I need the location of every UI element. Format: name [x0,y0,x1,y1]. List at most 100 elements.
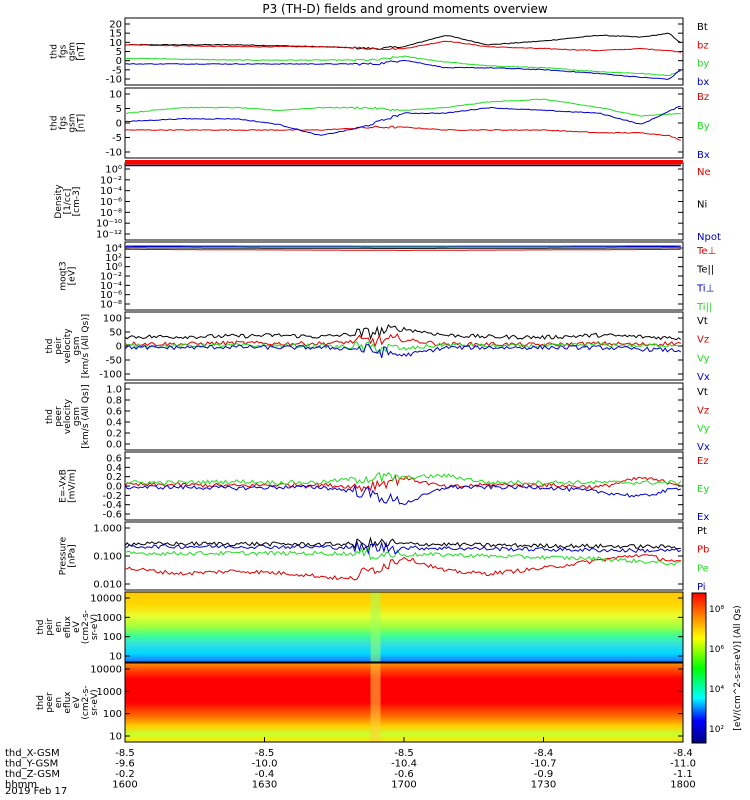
panel-frame [124,521,684,591]
series-line-Bx [124,105,681,136]
orbit-row-label: hhmm [5,780,37,791]
legend-entry: Npot [697,232,721,243]
y-tick-label: 0.4 [106,418,122,429]
series-line-Ez [124,473,681,493]
y-tick-label: 0 [116,342,122,353]
legend-entry: by [697,59,709,70]
y-axis-label: fgs [59,116,69,130]
y-tick-label: 10 [109,732,122,743]
legend-entry: Bz [697,92,709,103]
legend-entry: Ex [697,512,709,523]
y-axis-label: [eV] [68,267,78,286]
legend-entry: Bt [697,22,708,33]
y-tick-label: 0.8 [106,396,122,407]
y-tick-label: 10⁰ [105,262,122,273]
y-tick-label: 0.2 [106,472,122,483]
y-tick-label: 10⁻² [100,272,122,283]
quality-flag-bar [125,160,683,164]
series-line-Ti|| [124,244,681,247]
orbit-value: -8.5 [394,748,414,759]
legend-entry: Vx [697,372,710,383]
y-axis-label: moqt3 [59,261,69,290]
legend-entry: Vz [697,335,709,346]
y-tick-label: 1000 [97,687,122,698]
series-line-by [124,55,681,77]
orbit-value: -0.9 [534,769,554,780]
y-axis-label: velocity [63,328,73,364]
y-axis-label: [1/cc] [63,189,73,215]
y-axis-label: (cm2-s- [81,610,91,644]
series-line-By [124,98,681,117]
y-tick-label: 0.4 [106,463,122,474]
y-tick-label: 0.0 [106,440,122,451]
y-axis-label: (cm2-s- [81,685,91,719]
colorbar-gradient [691,592,707,744]
y-axis-label: [cm-3] [72,187,82,217]
series-line-Te⊥ [125,248,681,251]
series-line-Pi [125,540,682,556]
y-axis-label: gsm [68,42,78,61]
y-axis-label: peir [54,337,64,355]
y-tick-label: 100 [103,709,122,720]
series-line-Bt [124,32,682,51]
orbit-value: 1800 [670,780,695,791]
orbit-value: -8.4 [673,748,693,759]
colorbar-tick-1: 10⁸ [709,605,724,615]
spectrogram [125,663,683,742]
legend-entry: bx [697,77,709,88]
y-tick-label: -5 [112,65,122,76]
y-tick-label: 10⁻¹² [96,230,122,241]
y-tick-label: 5 [116,47,122,58]
series-line-Vz [124,333,681,348]
panel-frame [124,382,684,451]
y-axis-label: sr-eV) [90,614,100,640]
orbit-value: -10.7 [531,759,557,770]
legend-entry: Pi [697,582,706,593]
y-tick-label: 10⁻⁸ [100,208,122,219]
orbit-value: 1700 [391,780,416,791]
orbit-value: -10.0 [252,759,278,770]
panel-7: 0.60.40.20.0-0.2-0.4-0.6 E=-VxB [mV/m] Ez Ey… [59,451,709,523]
y-axis-label: en [54,697,64,708]
legend-entry: Ti|| [696,302,712,313]
y-tick-label: 0.010 [93,580,122,591]
y-tick-label: 1.0 [106,385,122,396]
panel-5: 100 50 0 -50 -100 thd peir velocity gsm [km/s (Al… [45,311,710,383]
y-tick-label: 10⁻⁶ [100,290,122,301]
series-line-Bz [124,125,681,141]
y-axis-label: thd [36,620,46,635]
series-line-Vy [125,341,681,354]
y-axis-label: en [54,621,64,632]
y-axis-label: E=-VxB [59,469,69,503]
panel-frame [124,162,684,241]
y-axis-label: [nT] [77,114,87,132]
y-axis-label: [nPa] [68,544,78,567]
orbit-value: -0.2 [115,769,135,780]
y-axis-label: thd [45,409,55,424]
orbit-value: -0.6 [394,769,414,780]
y-tick-label: -10 [106,148,122,159]
y-tick-label: 10000 [90,665,122,676]
y-tick-label: -0.2 [102,491,122,502]
orbit-value: 1600 [112,780,137,791]
panel-frame [124,241,684,311]
spectrogram [125,592,683,662]
y-tick-label: 0.2 [106,429,122,440]
y-tick-label: 10⁻⁴ [100,281,122,292]
y-tick-label: 0 [116,56,122,67]
y-tick-label: 10² [105,253,122,264]
series-line-Ti⊥ [125,245,681,248]
y-tick-label: 100 [103,314,122,325]
y-tick-label: 5 [116,104,122,115]
legend-entry: Ti⊥ [696,283,714,294]
series-line-Vx [124,343,682,359]
colorbar: 10⁸ 10⁶ 10⁴ 10² [eV/(cm^2-s-sr-eV)] (All… [691,592,743,744]
series-line-Te|| [125,247,681,249]
legend-entry: Ne [697,167,711,178]
y-axis-label: [mV/m] [68,469,78,503]
orbit-row-label: thd_Z-GSM [5,769,60,780]
panel-2: 10 5 0 -5 -10 thd fgs gsm [nT] Bz By Bx [50,87,710,161]
